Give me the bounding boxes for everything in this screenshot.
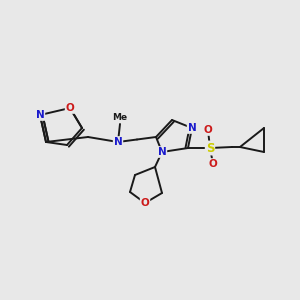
- Text: O: O: [66, 103, 74, 113]
- Text: O: O: [141, 198, 149, 208]
- Text: Me: Me: [112, 112, 128, 122]
- Text: S: S: [206, 142, 214, 154]
- Text: N: N: [158, 147, 166, 157]
- Text: N: N: [36, 110, 44, 120]
- Text: O: O: [208, 159, 217, 169]
- Text: O: O: [204, 125, 212, 135]
- Text: N: N: [114, 137, 122, 147]
- Text: N: N: [188, 123, 196, 133]
